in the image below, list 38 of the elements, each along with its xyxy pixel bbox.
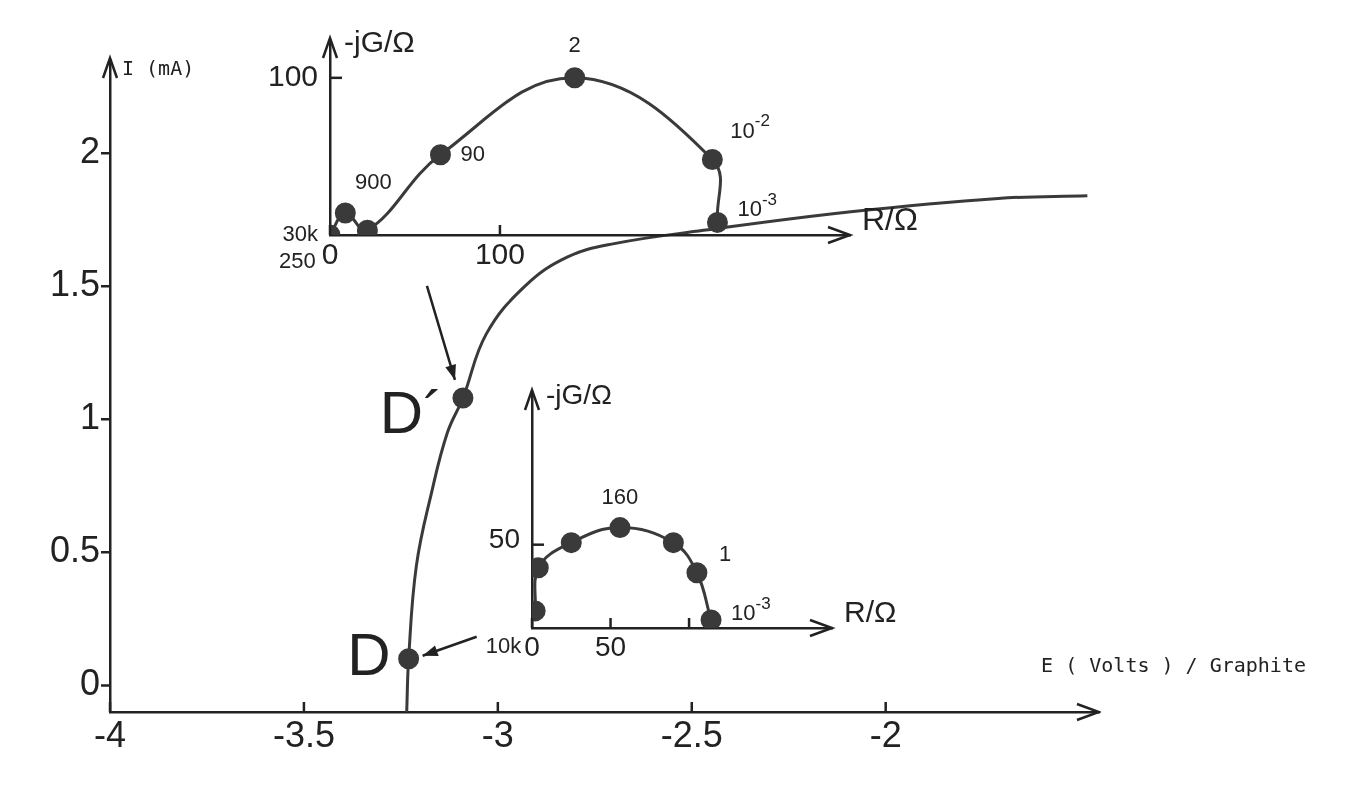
point [662, 532, 684, 554]
point [686, 562, 708, 584]
y-axis-title: -jG/Ω [546, 378, 613, 410]
y-tick-label: 1.5 [49, 263, 100, 305]
y-tick-label: 0 [79, 662, 100, 704]
annotation: 900 [354, 169, 392, 195]
x-tick-label: -3.5 [272, 713, 335, 755]
annotation: 90 [460, 140, 485, 166]
x-tick-label: -4 [93, 713, 127, 755]
y-tick-label: 1 [79, 396, 100, 438]
x-axis-title: E ( Volts ) / Graphite [1041, 653, 1306, 678]
point [609, 517, 631, 539]
annotation: D [347, 621, 391, 689]
annotation: 250 [279, 248, 316, 274]
annotation: 50 [488, 523, 521, 555]
point [700, 609, 722, 628]
y-axis-title: I (mA) [122, 56, 195, 81]
x-tick-label: -2 [869, 713, 902, 755]
point [560, 532, 582, 554]
annotation: 1 [718, 540, 732, 566]
annotation: 10k [485, 632, 523, 658]
point [706, 211, 728, 233]
annotation: 160 [601, 483, 639, 509]
point [429, 144, 451, 166]
x-axis-title: R/Ω [844, 595, 897, 629]
point [564, 67, 586, 89]
x-tick-label: -2.5 [660, 713, 723, 755]
annotation: 2 [568, 31, 581, 57]
annotation: 30k [282, 221, 319, 247]
annotation: 100 [267, 59, 319, 93]
annotation: D´ [379, 378, 443, 446]
y-axis-title: -jG/Ω [344, 25, 415, 59]
y-tick-label: 2 [79, 130, 100, 172]
point [701, 149, 723, 171]
point [334, 202, 356, 224]
y-tick-label: 0.5 [49, 529, 100, 571]
x-axis-title: R/Ω [862, 200, 918, 237]
x-tick-label: -3 [481, 713, 514, 755]
